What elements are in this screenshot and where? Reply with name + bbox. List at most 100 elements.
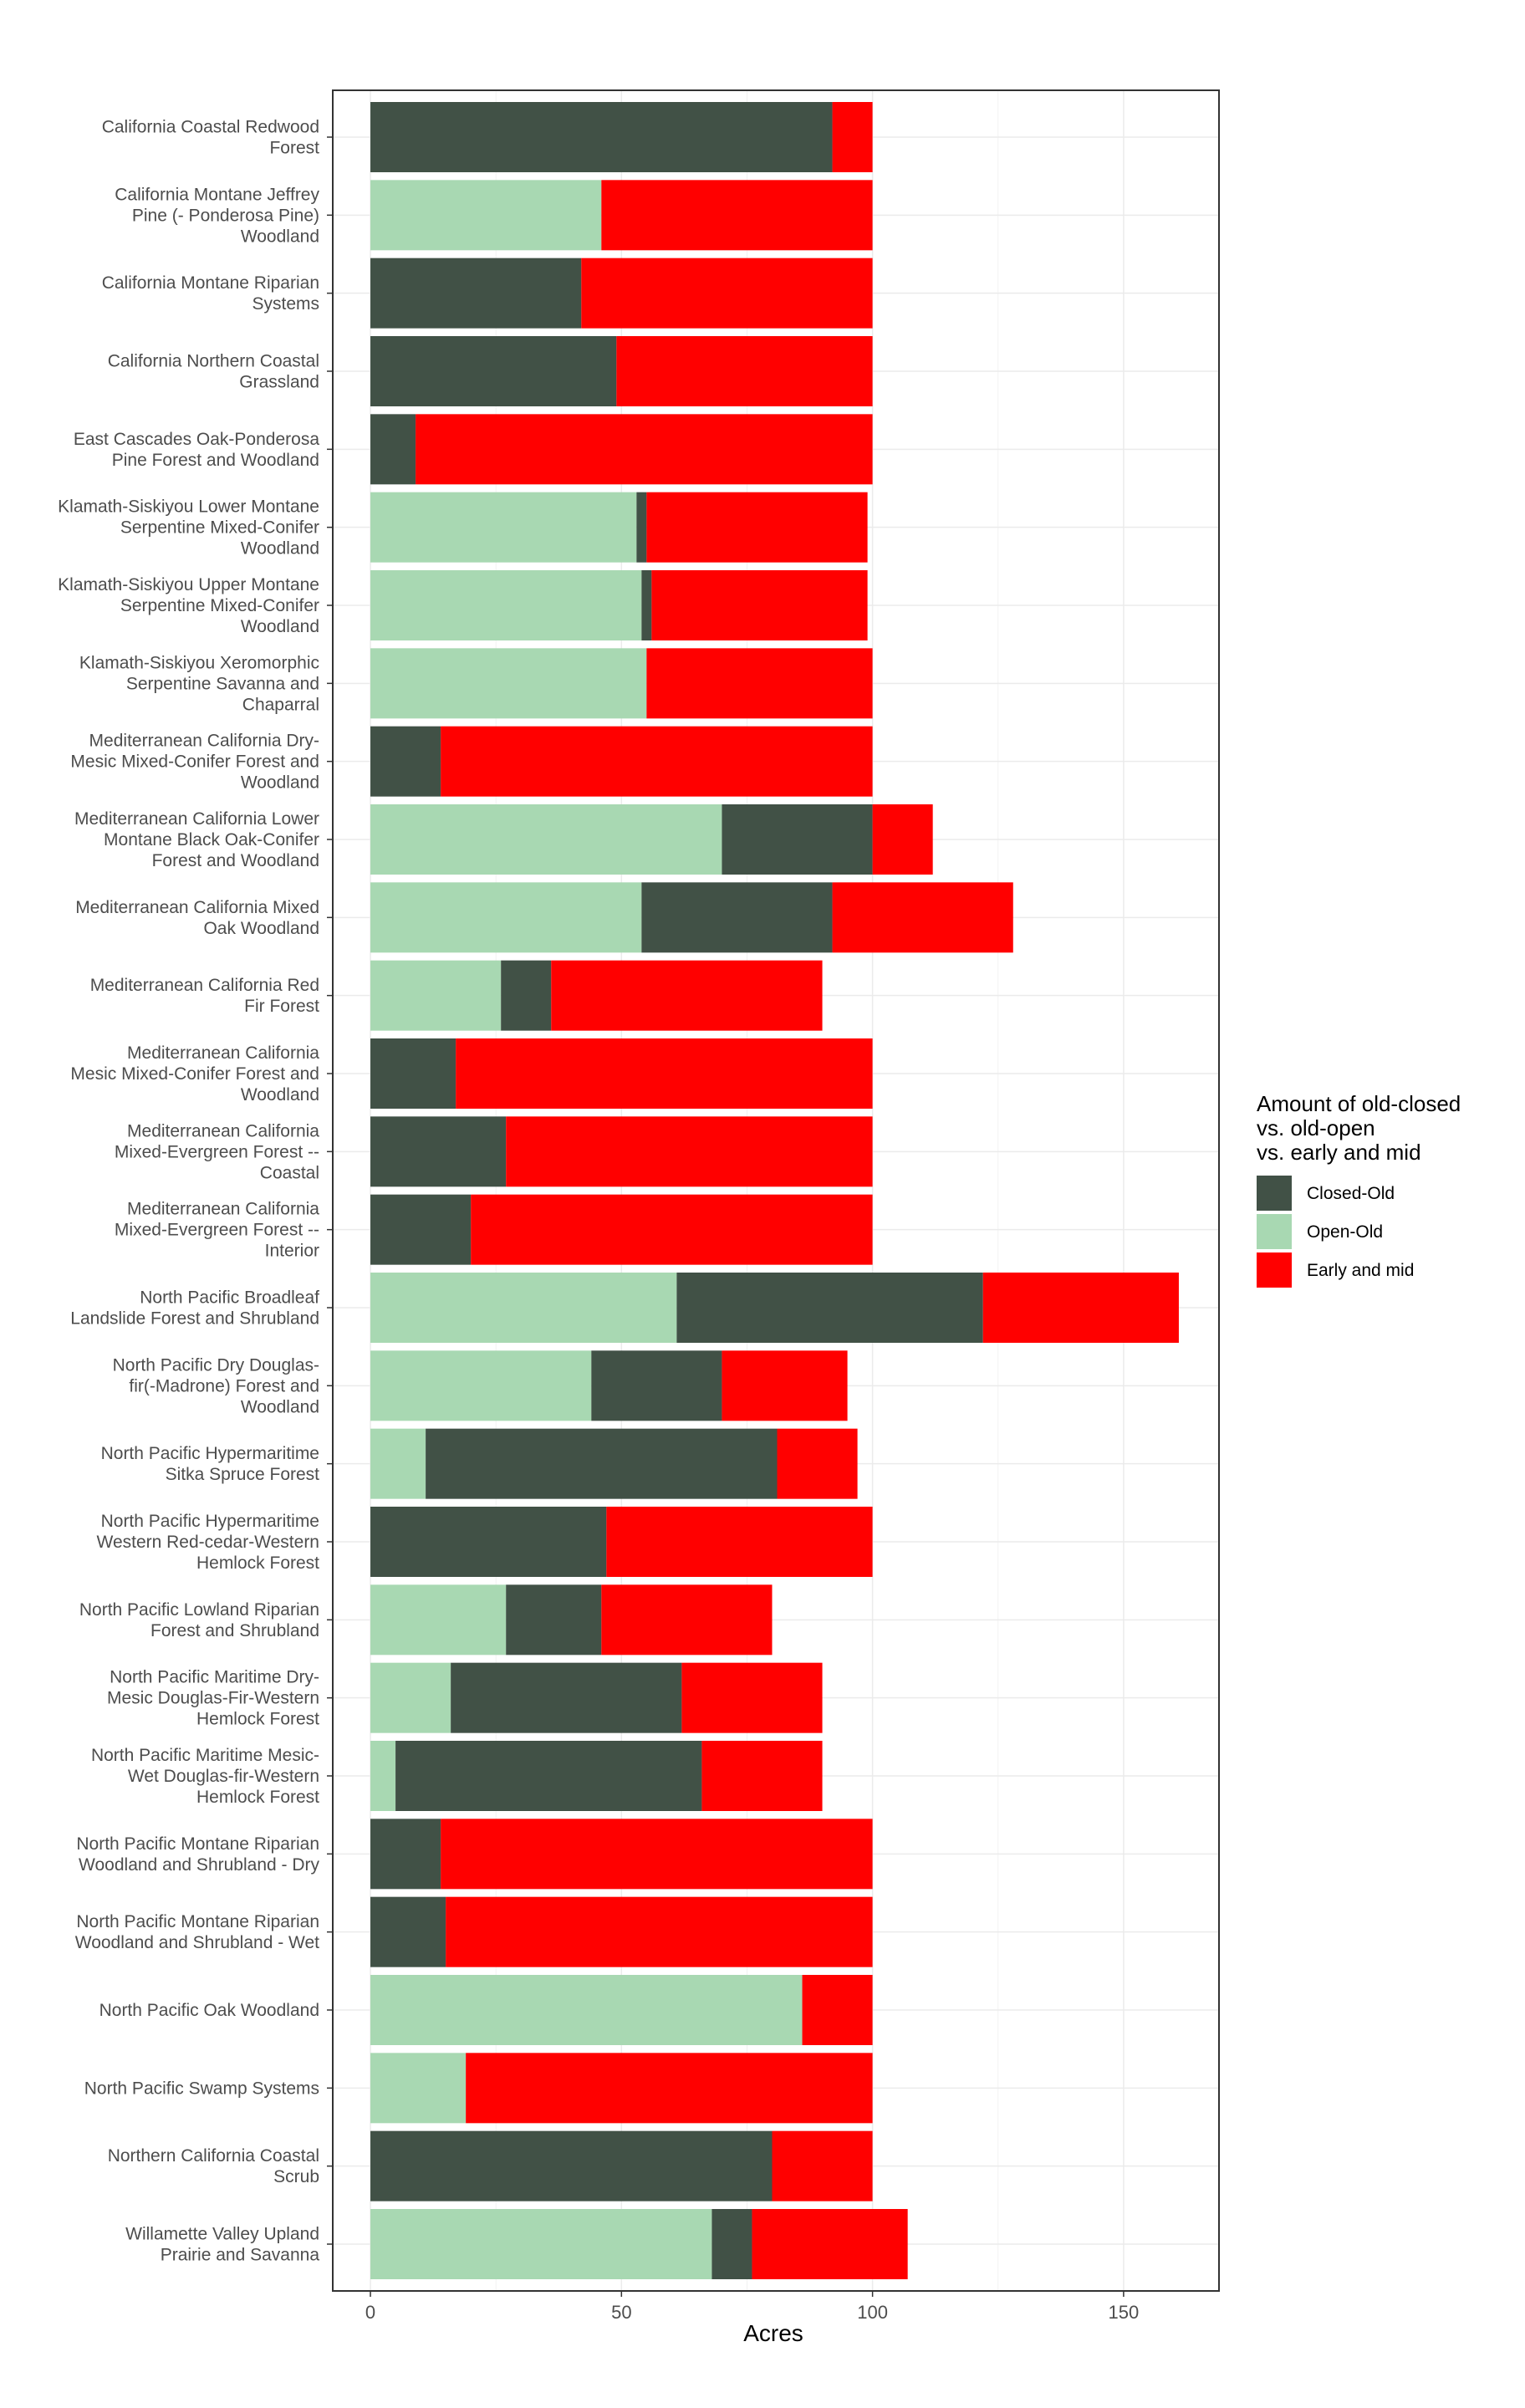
bar-segment-closed-old xyxy=(636,492,647,563)
bar-segment-closed-old xyxy=(711,2209,752,2279)
category-label-line: Forest and Woodland xyxy=(152,851,319,870)
bar-segment-closed-old xyxy=(591,1350,722,1421)
bar-segment-closed-old xyxy=(370,414,416,485)
category-label-line: Landslide Forest and Shrubland xyxy=(70,1309,319,1329)
bar-segment-closed-old xyxy=(722,804,873,875)
category-label-line: Hemlock Forest xyxy=(196,1788,319,1807)
category-label-line: Mediterranean California Red xyxy=(90,976,319,995)
legend-label: Open-Old xyxy=(1307,1222,1383,1242)
category-label-line: California Northern Coastal xyxy=(108,352,319,371)
category-label: North Pacific Broadleaf Landslide Forest … xyxy=(70,1288,319,1329)
category-label: California Montane Jeffrey Pine (- Ponder… xyxy=(115,185,319,246)
bar-segment-closed-old xyxy=(501,960,552,1031)
category-label: North Pacific Hypermaritime Sitka Spruce … xyxy=(101,1444,320,1484)
bar-segment-open-old xyxy=(370,1428,426,1499)
category-label: Mediterranean California Lower Montane Bl… xyxy=(74,809,319,870)
bar-segment-closed-old xyxy=(370,258,582,329)
category-label-line: North Pacific Broadleaf xyxy=(140,1288,319,1308)
category-label: East Cascades Oak-Ponderosa Pine Forest a… xyxy=(74,430,319,470)
category-label-line: Klamath-Siskiyou Xeromorphic xyxy=(79,653,319,672)
category-label-line: North Pacific Montane Riparian xyxy=(76,1834,319,1854)
category-label-line: Serpentine Savanna and xyxy=(126,674,319,693)
category-label: North Pacific Oak Woodland xyxy=(99,2001,319,2020)
category-label-line: Mediterranean California xyxy=(127,1200,319,1219)
bar-segment-open-old xyxy=(370,1350,592,1421)
category-label: Mediterranean California Mixed-Evergreen … xyxy=(115,1121,319,1182)
bar-segment-closed-old xyxy=(676,1273,983,1343)
category-label-line: Mediterranean California Lower xyxy=(74,809,319,829)
bar-segment-early-and-mid xyxy=(646,648,873,719)
bar-segment-open-old xyxy=(370,2209,712,2279)
category-label: Mediterranean California Dry-Mesic Mixed… xyxy=(70,732,319,793)
legend-item: Closed-Old xyxy=(1257,1176,1395,1211)
bar-segment-closed-old xyxy=(506,1584,602,1656)
bar-segment-closed-old xyxy=(641,882,833,953)
legend-label: Early and mid xyxy=(1307,1261,1414,1280)
bar-segment-early-and-mid xyxy=(506,1116,873,1187)
category-label-line: Mesic Douglas-Fir-Western xyxy=(107,1689,319,1708)
category-label-line: Mixed-Evergreen Forest -- xyxy=(115,1142,319,1161)
bar-segment-open-old xyxy=(370,1741,396,1811)
category-label-line: Mediterranean California xyxy=(127,1043,319,1063)
category-label: North Pacific Montane Riparian Woodland a… xyxy=(75,1912,319,1952)
category-label: Mediterranean California Mixed Oak Woodla… xyxy=(75,898,319,938)
bar-segment-open-old xyxy=(370,804,722,875)
legend-title-line: vs. early and mid xyxy=(1257,1140,1421,1165)
bar-segment-early-and-mid xyxy=(832,882,1013,953)
bar-segment-early-and-mid xyxy=(456,1038,873,1109)
category-label: Klamath-Siskiyou Lower Montane Serpentine… xyxy=(58,497,319,559)
legend-item: Early and mid xyxy=(1257,1252,1414,1288)
category-label-line: Hemlock Forest xyxy=(196,1710,319,1729)
category-label: California Montane Riparian Systems xyxy=(102,273,319,314)
category-label-line: Forest xyxy=(269,139,319,158)
category-label-line: Montane Black Oak-Conifer xyxy=(104,830,319,849)
bar-segment-early-and-mid xyxy=(701,1741,823,1811)
bar-segment-open-old xyxy=(370,648,647,719)
category-label-line: Pine Forest and Woodland xyxy=(112,451,319,470)
bar-segment-early-and-mid xyxy=(446,1896,873,1967)
category-label-line: Western Red-cedar-Western xyxy=(97,1533,320,1552)
bar-segment-early-and-mid xyxy=(581,258,873,329)
bar-segment-early-and-mid xyxy=(651,570,868,640)
category-label-line: Mediterranean California xyxy=(127,1121,319,1140)
category-label-line: North Pacific Hypermaritime xyxy=(101,1444,319,1463)
category-label-line: Scrub xyxy=(273,2167,319,2186)
category-label-line: North Pacific Dry Douglas- xyxy=(113,1355,319,1375)
legend-title-line: Amount of old-closed xyxy=(1257,1091,1461,1116)
x-axis-title: Acres xyxy=(743,2320,803,2346)
bar-segment-closed-old xyxy=(395,1741,702,1811)
bar-segment-early-and-mid xyxy=(416,414,873,485)
legend-title-line: vs. old-open xyxy=(1257,1115,1375,1140)
legend-label: Closed-Old xyxy=(1307,1184,1395,1203)
x-tick-label: 0 xyxy=(365,2302,375,2323)
y-axis-category-labels: California Coastal Redwood Forest Californ… xyxy=(58,118,319,2265)
category-label: Mediterranean California Mixed-Evergreen … xyxy=(115,1200,319,1261)
bar-segment-early-and-mid xyxy=(802,1975,873,2045)
bar-segment-open-old xyxy=(370,1975,803,2045)
category-label: North Pacific Lowland Riparian Forest and… xyxy=(79,1600,319,1640)
category-label-line: Woodland xyxy=(241,1085,319,1105)
category-label-line: Wet Douglas-fir-Western xyxy=(128,1767,319,1786)
category-label-line: Klamath-Siskiyou Upper Montane xyxy=(58,575,319,594)
bar-segment-closed-old xyxy=(370,1507,607,1577)
category-label: North Pacific Dry Douglas-fir(-Madrone) … xyxy=(113,1355,319,1416)
category-label-line: Grassland xyxy=(239,373,319,392)
legend-swatch xyxy=(1257,1176,1292,1211)
bar-segment-early-and-mid xyxy=(772,2130,873,2201)
category-label-line: Serpentine Mixed-Conifer xyxy=(120,518,319,538)
bar-segment-open-old xyxy=(370,570,642,640)
bar-segment-open-old xyxy=(370,882,642,953)
category-label: North Pacific Maritime Mesic- Wet Douglas… xyxy=(91,1746,319,1807)
category-label-line: fir(-Madrone) Forest and xyxy=(129,1376,319,1395)
bar-segment-open-old xyxy=(370,2053,467,2124)
category-label-line: California Montane Jeffrey xyxy=(115,185,319,204)
category-label-line: California Coastal Redwood xyxy=(102,118,319,137)
bar-segment-early-and-mid xyxy=(616,336,873,406)
category-label: California Northern Coastal Grassland xyxy=(108,352,319,392)
x-tick-label: 150 xyxy=(1109,2302,1140,2323)
category-label: Klamath-Siskiyou Xeromorphic Serpentine S… xyxy=(79,653,319,714)
bar-segment-early-and-mid xyxy=(441,1819,873,1890)
bar-segment-early-and-mid xyxy=(606,1507,873,1577)
category-label-line: Mesic Mixed-Conifer Forest and xyxy=(70,1064,319,1084)
category-label-line: Klamath-Siskiyou Lower Montane xyxy=(58,497,319,517)
